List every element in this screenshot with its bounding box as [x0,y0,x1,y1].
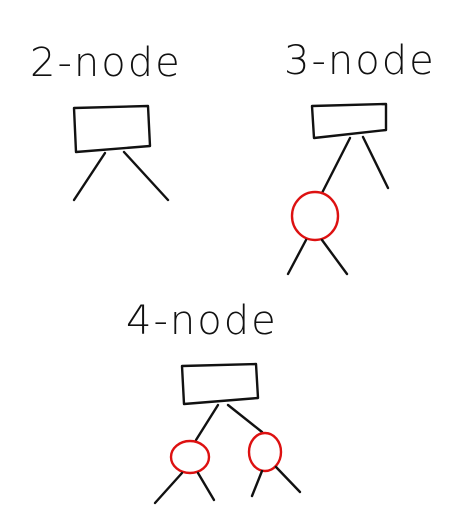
four-node-right-red-circle [247,431,283,473]
four-node-right-red-left-link [250,469,264,498]
three-node-label: 3-node [284,38,436,84]
two-node-right-link [122,150,170,202]
four-node-box [180,362,260,406]
two-node-label: 2-node [30,40,182,86]
four-node-left-link [194,403,220,442]
three-node-left-link [320,136,352,195]
four-node-group: 4-node [126,298,302,505]
three-node-red-right-link [320,238,349,276]
four-node-left-red-circle [169,439,211,475]
four-node-left-red-left-link [153,471,184,505]
three-node-box [310,102,388,140]
three-node-right-link [361,135,390,190]
four-node-left-red-right-link [196,471,216,502]
two-node-box [72,104,152,154]
two-node-left-link [72,151,107,202]
four-node-right-red-right-link [274,465,302,494]
three-node-group: 3-node [284,38,436,276]
three-node-red-circle [290,190,340,242]
three-node-red-left-link [286,238,308,276]
two-node-group: 2-node [30,40,182,202]
four-node-right-link [226,403,264,434]
four-node-label: 4-node [126,298,278,344]
